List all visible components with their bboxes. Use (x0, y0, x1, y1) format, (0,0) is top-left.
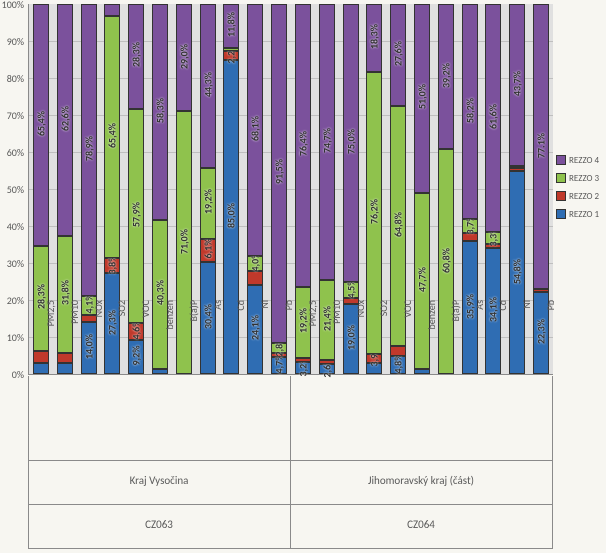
value-label: 11,8% (225, 12, 238, 37)
y-tick-label: 10% (0, 331, 24, 344)
bar-segment (247, 271, 263, 285)
value-label: 77.1% (535, 133, 548, 158)
x-tick-label: B(a)P (187, 300, 200, 380)
value-label: 65,4% (34, 111, 47, 136)
value-label: 60,8% (439, 247, 452, 272)
x-tick-label: VOC (401, 300, 414, 380)
x-tick-label: Pb (282, 300, 295, 380)
y-tick-label: 60% (0, 146, 24, 159)
value-label: 85,0% (225, 203, 238, 228)
bar-segment (509, 168, 525, 172)
y-axis: 0% 10% 20% 30% 40% 50% 60% 70% 80% 90% 100% (0, 0, 28, 380)
value-label: 76,4% (296, 131, 309, 156)
y-tick-label: 20% (0, 294, 24, 307)
value-label: 75,0% (344, 129, 357, 154)
legend-label: REZZO 2 (569, 191, 599, 202)
value-label: 62,6% (58, 106, 71, 131)
x-tick-label: PM2,5 (306, 300, 319, 380)
legend-label: REZZO 3 (569, 173, 599, 184)
region-group-border (28, 460, 291, 505)
legend-swatch (556, 209, 566, 219)
value-label: 28,3% (130, 42, 143, 67)
value-label: 65,4% (106, 123, 119, 148)
y-tick-label: 80% (0, 72, 24, 85)
value-label: 29,0% (177, 44, 190, 69)
x-tick-label: Ni (258, 300, 271, 380)
value-label: 91,5% (273, 159, 286, 184)
bar-segment (533, 289, 549, 291)
x-tick-label: VOC (139, 300, 152, 380)
value-label: 39,2% (439, 62, 452, 87)
x-tick-label: PM10 (330, 300, 343, 380)
legend-label: REZZO 1 (569, 209, 599, 220)
bar-segment (223, 48, 239, 52)
y-tick-label: 30% (0, 257, 24, 270)
x-tick-label: Ni (520, 300, 533, 380)
legend-swatch (556, 155, 566, 165)
x-tick-label: As (473, 300, 486, 380)
x-tick-label: NOx (354, 300, 367, 380)
value-label: 43,7% (511, 71, 524, 96)
legend-item: REZZO 3 (556, 170, 604, 186)
value-label: 44,3% (201, 72, 214, 97)
value-label: 58,2% (463, 98, 476, 123)
value-label: 6,1% (201, 239, 214, 259)
y-tick-label: 100% (0, 0, 24, 11)
value-label: 54,8% (511, 259, 524, 284)
x-tick-label: benzen (425, 300, 438, 380)
x-axis: PM2,5PM10NOxSO2VOCbenzenB(a)PAsCdNiPbPM2… (28, 376, 552, 462)
value-label: 74,7% (320, 128, 333, 153)
value-label: 27,6% (392, 41, 405, 66)
value-label: 47,7% (416, 267, 429, 292)
value-label: 51,0% (416, 84, 429, 109)
value-label: 68,1% (249, 116, 262, 141)
y-tick-label: 70% (0, 109, 24, 122)
x-tick-label: Cd (496, 300, 509, 380)
y-tick-label: 0% (0, 368, 24, 381)
legend-item: REZZO 2 (556, 188, 604, 204)
region-label: Jihomoravský kraj (část) (290, 474, 552, 487)
code-label: CZ063 (28, 518, 290, 531)
value-label: 58,3% (154, 98, 167, 123)
x-tick-label: PM2,5 (44, 300, 57, 380)
region-group-border (290, 460, 553, 505)
value-label: 64,8% (392, 212, 405, 237)
value-label: 76,2% (368, 199, 381, 224)
value-label: 18,3% (368, 24, 381, 49)
legend-swatch (556, 173, 566, 183)
code-group-border (28, 504, 291, 549)
x-tick-label: NOx (92, 300, 105, 380)
x-tick-label: SO2 (115, 300, 128, 380)
legend-swatch (556, 191, 566, 201)
x-tick-label: SO2 (377, 300, 390, 380)
x-tick-label: benzen (163, 300, 176, 380)
region-label: Kraj Vysočina (28, 474, 290, 487)
x-tick-label: PM10 (68, 300, 81, 380)
x-tick-label: B(a)P (449, 300, 462, 380)
x-tick-label: Cd (234, 300, 247, 380)
x-tick-label: Pb (544, 300, 557, 380)
bar-segment (509, 166, 525, 168)
legend-item: REZZO 4 (556, 152, 604, 168)
value-label: 57,9% (130, 202, 143, 227)
legend-label: REZZO 4 (569, 155, 599, 166)
y-tick-label: 50% (0, 183, 24, 196)
legend: REZZO 4 REZZO 3 REZZO 2 REZZO 1 (556, 150, 604, 224)
value-label: 61,6% (487, 104, 500, 129)
value-label: 78,9% (82, 136, 95, 161)
code-group-border (290, 504, 553, 549)
bar-segment (104, 4, 120, 16)
y-tick-label: 40% (0, 220, 24, 233)
stacked-bar-chart: 0% 10% 20% 30% 40% 50% 60% 70% 80% 90% 100% 28,3% 6… (0, 0, 606, 553)
y-tick-label: 90% (0, 35, 24, 48)
legend-item: REZZO 1 (556, 206, 604, 222)
x-tick-label: As (211, 300, 224, 380)
value-label: 71,0% (177, 229, 190, 254)
value-label: 19,2% (201, 189, 214, 214)
code-label: CZ064 (290, 518, 552, 531)
